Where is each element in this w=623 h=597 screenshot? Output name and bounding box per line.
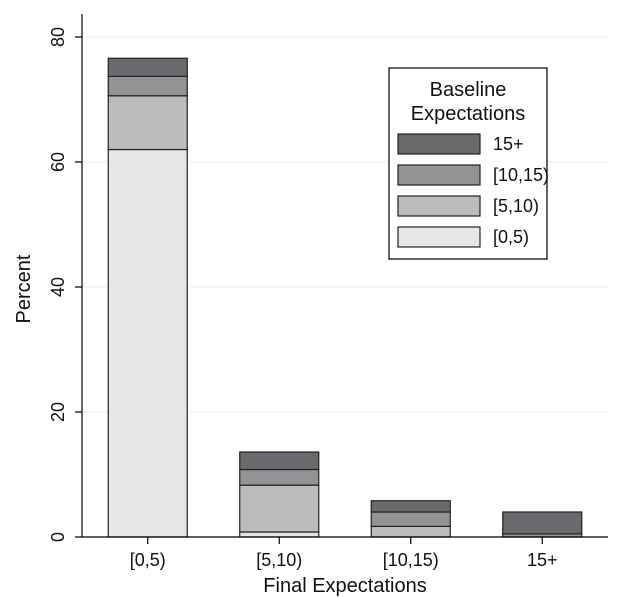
bar-segment-2-2 <box>239 484 320 533</box>
axes <box>75 14 608 544</box>
legend-swatch-1 <box>397 133 481 155</box>
legend-title-line-1: Baseline <box>430 79 507 101</box>
legend-swatch-4 <box>397 226 481 248</box>
x-tick-label-1: [0,5) <box>130 550 166 570</box>
bar-segment-1-2 <box>107 95 188 151</box>
legend-label-2: [10,15) <box>493 165 549 185</box>
x-tick-label-4: 15+ <box>527 550 558 570</box>
bar-segment-3-2 <box>370 525 451 538</box>
legend-swatch-2 <box>397 164 481 186</box>
legend-swatch-3 <box>397 195 481 217</box>
y-tick-label-80: 80 <box>48 27 68 47</box>
y-tick-label-0: 0 <box>48 532 68 542</box>
bars <box>107 57 583 538</box>
bar-segment-1-3 <box>107 75 188 97</box>
x-tick-label-2: [5,10) <box>256 550 302 570</box>
bar-segment-2-3 <box>239 468 320 486</box>
x-tick-label-3: [10,15) <box>383 550 439 570</box>
bar-segment-3-3 <box>370 511 451 527</box>
legend-label-3: [5,10) <box>493 196 539 216</box>
y-tick-label-20: 20 <box>48 402 68 422</box>
y-tick-label-40: 40 <box>48 277 68 297</box>
legend-label-4: [0,5) <box>493 227 529 247</box>
y-tick-label-60: 60 <box>48 152 68 172</box>
legend-label-1: 15+ <box>493 134 524 154</box>
bar-segment-1-4 <box>107 57 188 77</box>
y-axis-title: Percent <box>13 254 35 323</box>
bar-segment-3-4 <box>370 500 451 513</box>
bar-segment-1-1 <box>107 148 188 538</box>
bar-segment-2-4 <box>239 451 320 471</box>
bar-segment-2-1 <box>239 531 320 538</box>
x-axis-title: Final Expectations <box>263 575 426 597</box>
bar-segment-4-4 <box>502 511 583 535</box>
legend-title-line-2: Expectations <box>411 103 526 125</box>
tick-labels: 0 20 40 60 80 [0,5) [5,10) [10,15) 15+ <box>48 27 558 570</box>
